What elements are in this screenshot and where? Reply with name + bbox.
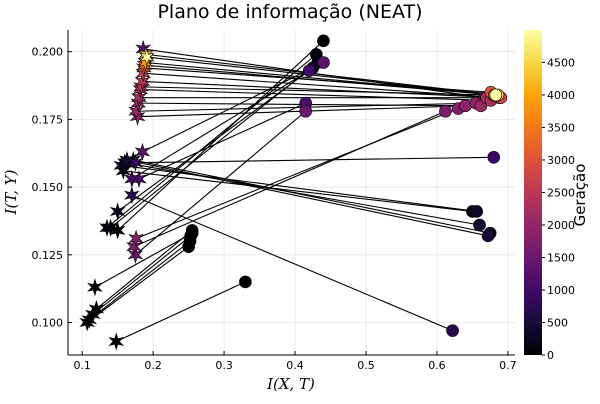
decoder-point [302, 64, 316, 77]
connector-line [96, 229, 193, 310]
colorbar-tick-label: 2500 [547, 186, 575, 199]
decoder-point [481, 229, 495, 243]
encoder-point [126, 237, 142, 256]
connector-line [124, 162, 480, 226]
encoder-point [134, 142, 151, 161]
y-tick-label: 0.200 [32, 46, 64, 59]
encoder-point [128, 229, 144, 248]
colorbar-tick-label: 500 [547, 316, 568, 329]
decoder-point [473, 218, 486, 232]
decoder-point [470, 205, 483, 218]
connector-line [123, 170, 473, 213]
decoder-point [459, 99, 472, 113]
decoder-point [487, 150, 501, 164]
encoder-point [99, 218, 115, 237]
x-axis-label: I(X, T) [266, 375, 315, 393]
colorbar: 0 500 1000 1500 2000 2500 3000 3500 4000 4500 [524, 30, 575, 362]
colorbar-tick-label: 4000 [547, 89, 575, 102]
chart-title: Plano de informação (NEAT) [157, 1, 422, 23]
connector-line [131, 194, 453, 332]
connector-line [126, 159, 489, 237]
decoder-point [239, 275, 252, 289]
decoder-point [317, 34, 330, 48]
connector-line [135, 110, 307, 256]
connector-line [117, 67, 314, 212]
connector-line [144, 64, 495, 96]
y-tick-label: 0.125 [32, 249, 64, 262]
x-tick-label: 0.5 [357, 359, 375, 372]
encoder-point [131, 88, 147, 107]
y-tick-label: 0.175 [32, 113, 64, 126]
colorbar-label: Geração [571, 164, 589, 227]
decoder-point [185, 226, 199, 240]
x-tick-label: 0.6 [428, 359, 446, 372]
axes: 0.1 0.2 0.3 0.4 0.5 0.6 0.7 0.100 0.125 0.150 0.17… [32, 30, 517, 372]
encoder-point [131, 169, 147, 188]
decoder-point [439, 104, 452, 118]
connector-line [133, 110, 446, 248]
colorbar-tick-label: 0 [547, 349, 554, 362]
colorbar-gradient [524, 30, 542, 355]
colorbar-tick-label: 1000 [547, 284, 575, 297]
connector-line [121, 164, 477, 213]
connector-line [145, 61, 497, 96]
encoder-point [128, 102, 144, 121]
connector-line [138, 102, 306, 180]
colorbar-tick-label: 1500 [547, 251, 575, 264]
connector-line [135, 156, 494, 164]
colorbar-tick-label: 2000 [547, 219, 575, 232]
connector-line [133, 159, 491, 234]
x-tick-label: 0.7 [499, 359, 517, 372]
connector-line [143, 72, 501, 99]
encoder-point [119, 150, 135, 170]
connector-line [146, 56, 496, 96]
x-tick-label: 0.3 [215, 359, 233, 372]
decoder-point [489, 88, 503, 102]
x-tick-label: 0.4 [286, 359, 304, 372]
data-points [79, 34, 508, 351]
encoder-point [138, 48, 155, 67]
y-tick-label: 0.150 [32, 181, 64, 194]
encoder-point [108, 332, 125, 351]
connector-lines [86, 40, 501, 342]
encoder-point [127, 245, 144, 264]
colorbar-tick-label: 3000 [547, 154, 575, 167]
decoder-point [317, 56, 330, 69]
connector-line [142, 80, 500, 99]
encoder-point [129, 107, 146, 126]
encoder-point [124, 186, 140, 205]
connector-line [131, 70, 310, 180]
encoder-point [109, 202, 126, 221]
encoder-point [133, 77, 149, 96]
decoder-point [299, 104, 312, 118]
y-tick-label: 0.100 [32, 317, 64, 330]
colorbar-tick-label: 4500 [547, 56, 575, 69]
connector-line [94, 232, 193, 288]
connector-line [140, 89, 491, 101]
x-tick-label: 0.1 [73, 359, 91, 372]
decoder-point [310, 48, 323, 61]
connector-line [88, 240, 191, 321]
connector-line [92, 235, 192, 315]
x-tick-label: 0.2 [144, 359, 162, 372]
connector-line [145, 53, 499, 96]
connector-line [86, 246, 189, 323]
y-axis-label: I(T, Y) [2, 169, 20, 215]
connector-line [116, 281, 246, 342]
encoder-point [88, 299, 105, 318]
connector-line [135, 108, 459, 240]
encoder-point [87, 278, 103, 297]
colorbar-tick-label: 3500 [547, 121, 575, 134]
decoder-point [446, 324, 459, 337]
